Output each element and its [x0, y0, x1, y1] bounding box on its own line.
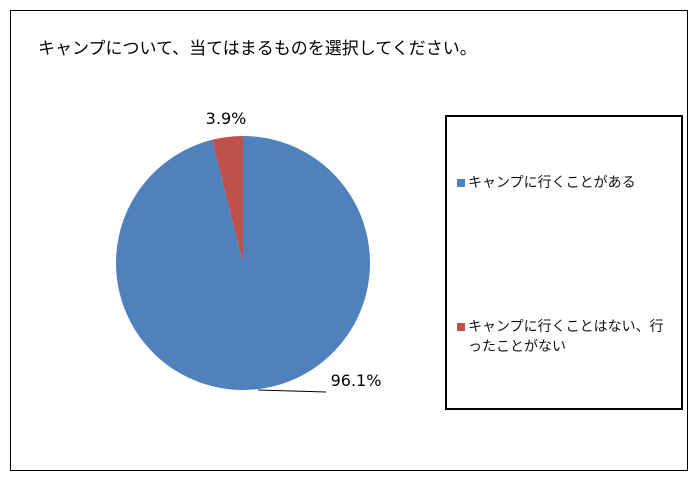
- data-label: 3.9%: [206, 109, 247, 128]
- pie-slice: [212, 136, 243, 263]
- legend-label: キャンプに行くことがある: [468, 175, 636, 191]
- legend-swatch: [457, 179, 465, 187]
- legend: キャンプに行くことがある キャンプに行くことはない、行ったことがない: [445, 115, 683, 410]
- data-label: 96.1%: [331, 371, 382, 390]
- chart-frame: [10, 10, 688, 471]
- legend-item: キャンプに行くことがある: [457, 173, 636, 193]
- legend-label: キャンプに行くことはない、行ったことがない: [468, 319, 664, 355]
- leader-line: [257, 389, 327, 393]
- legend-swatch: [457, 323, 465, 331]
- legend-item: キャンプに行くことはない、行ったことがない: [457, 317, 677, 357]
- chart-title: キャンプについて、当てはまるものを選択してください。: [38, 39, 477, 59]
